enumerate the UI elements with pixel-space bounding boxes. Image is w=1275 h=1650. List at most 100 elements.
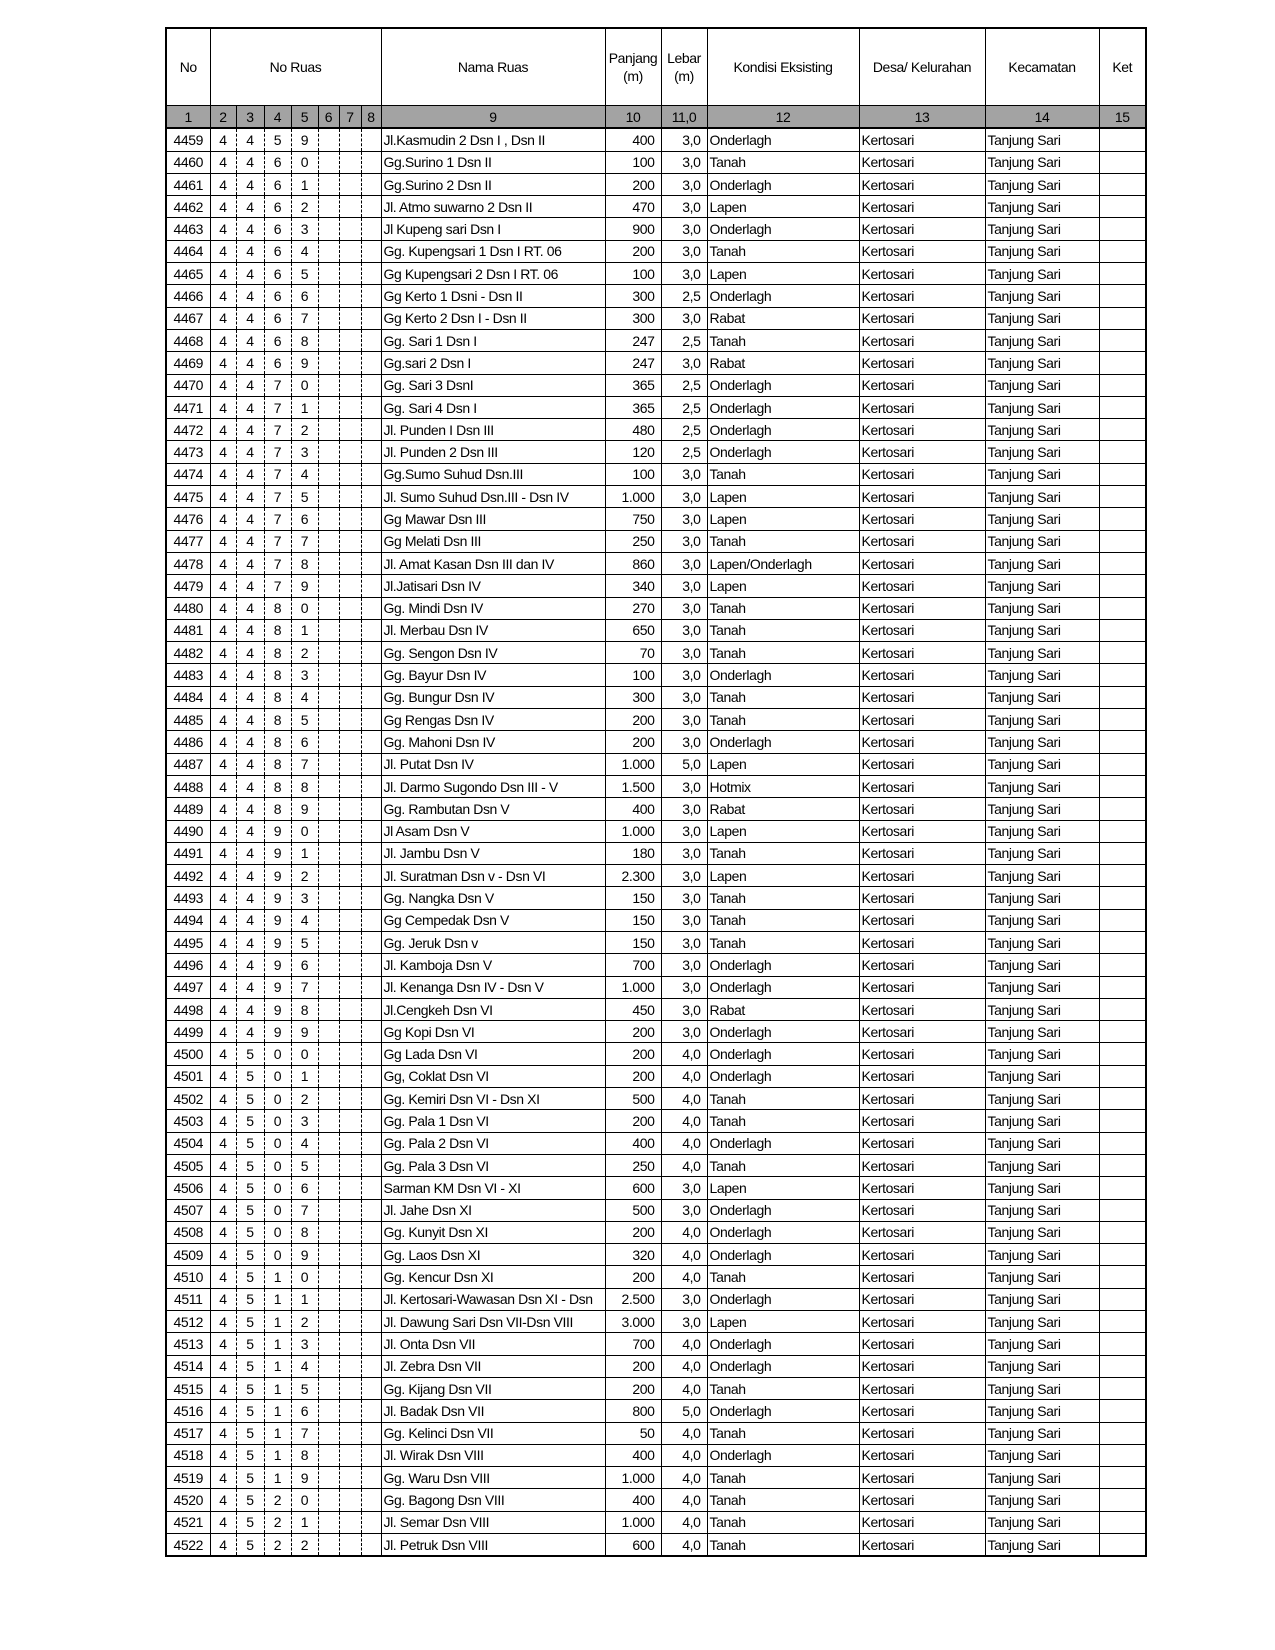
cell-desa: Kertosari [858,395,986,420]
cell-panjang: 200 [604,1042,662,1066]
cell-ruas-6 [338,908,362,932]
cell-ruas-3: 6 [263,239,292,264]
cell-ruas-5 [317,641,340,665]
cell-ruas-7 [360,641,382,665]
cell-kondisi: Onderlagh [706,284,860,308]
cell-desa: Kertosari [858,1042,986,1066]
table-row: 4495 4 4 9 5 Gg. Jeruk Dsn v 150 3,0 Tanah Kertos… [165,930,1147,955]
cell-ket [1098,1020,1147,1044]
cell-lebar: 4,0 [660,1354,708,1378]
cell-ruas-7 [360,1533,382,1557]
cell-ruas-2: 4 [235,284,265,308]
cell-ket [1098,574,1147,598]
cell-no: 4513 [165,1332,211,1356]
cell-lebar: 3,0 [660,774,708,799]
cell-ruas-6 [338,618,362,643]
cell-ket [1098,1399,1147,1423]
cell-ruas-1: 4 [209,239,237,264]
cell-ruas-1: 4 [209,908,237,932]
cell-ruas-7 [360,574,382,598]
cell-ruas-6 [338,507,362,531]
cell-ket [1098,1332,1147,1356]
cell-ruas-6 [338,351,362,375]
road-inventory-table: No No Ruas Nama Ruas Panjang (m) Lebar (m)… [165,27,1147,1558]
cell-kecamatan: Tanjung Sari [984,1220,1100,1245]
cell-ruas-1: 4 [209,886,237,910]
cell-lebar: 3,0 [660,150,708,174]
cell-lebar: 3,0 [660,507,708,531]
cell-ruas-2: 5 [235,1421,265,1445]
cell-desa: Kertosari [858,328,986,353]
cell-ruas-7 [360,1287,382,1312]
cell-ruas-6 [338,1354,362,1378]
cell-desa: Kertosari [858,774,986,799]
cell-ruas-1: 4 [209,351,237,375]
cell-kondisi: Onderlagh [706,395,860,420]
cell-ruas-1: 4 [209,1421,237,1445]
cell-kondisi: Tanah [706,618,860,643]
table-row: 4466 4 4 6 6 Gg Kerto 1 Dsni - Dsn II 300 2,5 On… [165,284,1147,308]
cell-panjang: 200 [604,1020,662,1044]
cell-lebar: 3,0 [660,574,708,598]
table-row: 4461 4 4 6 1 Gg.Surino 2 Dsn II 200 3,0 Onderlag… [165,172,1147,197]
cell-ruas-4: 3 [290,1109,319,1133]
cell-ruas-4: 7 [290,975,319,999]
cell-ruas-6 [338,217,362,241]
cell-ruas-5 [317,328,340,353]
cell-ket [1098,284,1147,308]
table-row: 4482 4 4 8 2 Gg. Sengon Dsn IV 70 3,0 Tanah Kerto… [165,641,1147,665]
cell-ruas-4: 2 [290,864,319,888]
cell-ruas-1: 4 [209,1510,237,1535]
cell-ket [1098,1265,1147,1289]
cell-ruas-3: 9 [263,953,292,977]
cell-kecamatan: Tanjung Sari [984,663,1100,687]
cell-kondisi: Lapen [706,1176,860,1200]
cell-ruas-2: 5 [235,1131,265,1155]
cell-ruas-3: 0 [263,1087,292,1111]
cell-panjang: 365 [604,395,662,420]
cell-kondisi: Onderlagh [706,1131,860,1155]
cell-ket [1098,864,1147,888]
cell-kondisi: Tanah [706,1265,860,1289]
table-row: 4469 4 4 6 9 Gg.sari 2 Dsn I 247 3,0 Rabat Kertos… [165,351,1147,375]
cell-kecamatan: Tanjung Sari [984,1243,1100,1267]
cell-kondisi: Lapen/Onderlagh [706,551,860,576]
cell-panjang: 500 [604,1198,662,1222]
cell-kecamatan: Tanjung Sari [984,485,1100,509]
cell-panjang: 250 [604,529,662,553]
cell-nama-ruas: Jl. Kamboja Dsn V [380,953,606,977]
cell-ruas-5 [317,1042,340,1066]
cell-ruas-7 [360,418,382,442]
cell-ruas-3: 9 [263,864,292,888]
cell-nama-ruas: Gg Rengas Dsn IV [380,708,606,732]
cell-kondisi: Tanah [706,1488,860,1512]
cell-ruas-6 [338,797,362,821]
cell-ruas-5 [317,239,340,264]
cell-no: 4470 [165,373,211,397]
cell-ruas-3: 9 [263,819,292,843]
cell-ruas-2: 5 [235,1354,265,1378]
cell-ruas-5 [317,596,340,620]
cell-panjang: 1.000 [604,1466,662,1490]
cell-ruas-4: 4 [290,1354,319,1378]
cell-ruas-3: 8 [263,708,292,732]
cell-lebar: 4,0 [660,1265,708,1289]
cell-ruas-2: 5 [235,1176,265,1200]
cell-ruas-3: 2 [263,1533,292,1557]
column-number: 11,0 [660,105,708,130]
cell-lebar: 3,0 [660,618,708,643]
cell-ruas-1: 4 [209,1354,237,1378]
cell-panjang: 200 [604,1354,662,1378]
cell-ruas-6 [338,195,362,219]
table-row: 4472 4 4 7 2 Jl. Punden I Dsn III 480 2,5 Onderl… [165,418,1147,442]
cell-panjang: 800 [604,1399,662,1423]
cell-ruas-2: 5 [235,1466,265,1490]
cell-ruas-1: 4 [209,1243,237,1267]
cell-kecamatan: Tanjung Sari [984,708,1100,732]
cell-kecamatan: Tanjung Sari [984,507,1100,531]
cell-ruas-3: 6 [263,351,292,375]
cell-kondisi: Rabat [706,306,860,330]
table-row: 4506 4 5 0 6 Sarman KM Dsn VI - XI 600 3,0 Lapen… [165,1176,1147,1200]
cell-desa: Kertosari [858,1064,986,1089]
cell-ruas-5 [317,262,340,286]
